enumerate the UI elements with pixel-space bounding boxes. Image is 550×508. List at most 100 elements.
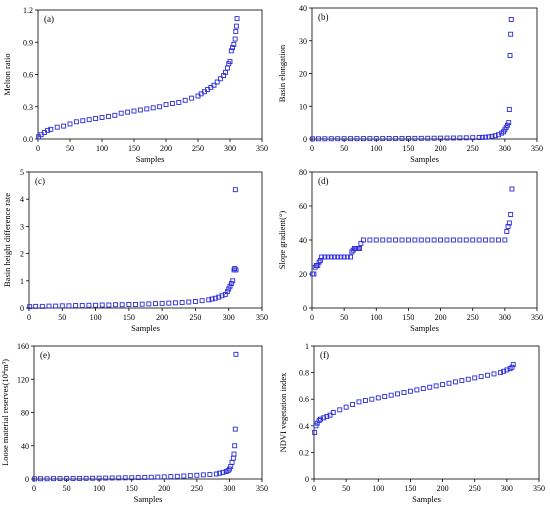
data-point <box>163 102 169 108</box>
data-point <box>358 240 364 246</box>
x-tick-label: 350 <box>531 144 543 153</box>
data-point <box>457 237 463 243</box>
data-point <box>313 423 319 429</box>
x-tick-label: 300 <box>501 484 513 493</box>
y-tick-label: 0.2 <box>299 448 309 457</box>
data-point <box>483 237 489 243</box>
data-point <box>491 371 497 377</box>
data-point <box>505 223 511 229</box>
data-point <box>506 220 512 226</box>
data-point <box>412 237 418 243</box>
data-point <box>232 187 238 193</box>
x-tick-label: 100 <box>370 144 382 153</box>
data-point <box>57 476 63 482</box>
data-point <box>486 134 492 140</box>
data-point <box>476 237 482 243</box>
data-point <box>335 254 341 260</box>
x-tick-label: 0 <box>27 313 31 322</box>
y-axis-title: Basin height difference rate <box>2 193 12 287</box>
panel-label: (b) <box>318 12 329 22</box>
data-point <box>233 267 239 273</box>
data-point <box>438 135 444 141</box>
x-tick-label: 100 <box>96 144 108 153</box>
data-point <box>44 476 50 482</box>
data-point <box>506 107 512 112</box>
data-point <box>504 229 510 234</box>
data-point <box>232 426 238 432</box>
data-point <box>61 123 67 129</box>
data-point <box>489 237 495 243</box>
data-point <box>66 303 72 309</box>
data-point <box>369 396 375 402</box>
data-point <box>317 416 323 422</box>
data-point <box>135 475 141 481</box>
y-tick-label: 40 <box>299 236 307 245</box>
data-point <box>412 135 418 141</box>
panel-label: (a) <box>44 14 54 24</box>
y-tick-label: 20 <box>299 270 307 279</box>
data-point <box>93 302 99 308</box>
data-point <box>401 390 407 395</box>
data-point <box>489 133 495 139</box>
x-tick-label: 50 <box>340 313 348 322</box>
data-point <box>224 65 230 71</box>
series-markers <box>27 187 239 310</box>
y-tick-label: 0 <box>25 475 29 484</box>
x-tick-label: 50 <box>342 484 350 493</box>
data-point <box>393 136 399 141</box>
data-point <box>233 23 239 29</box>
data-point <box>380 136 386 141</box>
data-point <box>217 76 223 82</box>
data-point <box>386 136 392 141</box>
x-axis-title: Samples <box>410 154 439 164</box>
series-markers <box>36 16 240 140</box>
chart-panel-4: 0 50 100 150 200 250 300 350 0 20 40 60 80 Samples Slo… <box>277 168 543 333</box>
data-point <box>319 254 325 260</box>
plot-frame <box>313 345 540 480</box>
data-point <box>485 372 491 378</box>
data-point <box>226 286 232 292</box>
data-point <box>83 475 89 481</box>
data-point <box>338 254 344 260</box>
data-point <box>229 459 235 465</box>
y-tick-label: 10 <box>299 102 307 111</box>
data-point <box>316 418 322 423</box>
data-point <box>219 293 225 299</box>
y-tick-label: 80 <box>299 168 307 177</box>
data-point <box>405 135 411 141</box>
data-point <box>444 237 450 243</box>
data-point <box>227 283 233 289</box>
data-point <box>350 402 356 407</box>
x-tick-label: 350 <box>533 484 545 493</box>
x-tick-label: 350 <box>256 313 268 322</box>
data-point <box>119 302 125 308</box>
data-point <box>228 48 234 54</box>
x-tick-label: 350 <box>256 144 268 153</box>
x-axis-title: Samples <box>410 323 439 333</box>
data-point <box>90 475 96 481</box>
data-point <box>176 99 182 105</box>
data-point <box>310 136 316 142</box>
x-tick-label: 50 <box>340 144 348 153</box>
data-point <box>506 120 512 126</box>
data-point <box>470 135 476 141</box>
data-point <box>344 254 350 260</box>
y-tick-label: 0 <box>305 475 309 484</box>
data-point <box>395 391 401 397</box>
data-point <box>113 302 118 308</box>
x-tick-label: 100 <box>90 313 102 322</box>
data-point <box>131 108 137 114</box>
y-tick-label: 0.9 <box>23 38 33 47</box>
data-point <box>220 469 226 475</box>
y-tick-label: 4 <box>20 195 24 204</box>
y-tick-label: 40 <box>299 4 307 13</box>
series-markers <box>312 362 516 435</box>
y-tick-label: 2 <box>20 250 24 259</box>
y-axis-title: NDVI vegetation index <box>278 372 288 453</box>
x-tick-label: 200 <box>437 484 449 493</box>
data-point <box>214 79 220 85</box>
panel-label: (c) <box>35 176 45 186</box>
data-point <box>157 104 163 110</box>
data-point <box>232 36 238 42</box>
x-tick-label: 150 <box>404 484 416 493</box>
